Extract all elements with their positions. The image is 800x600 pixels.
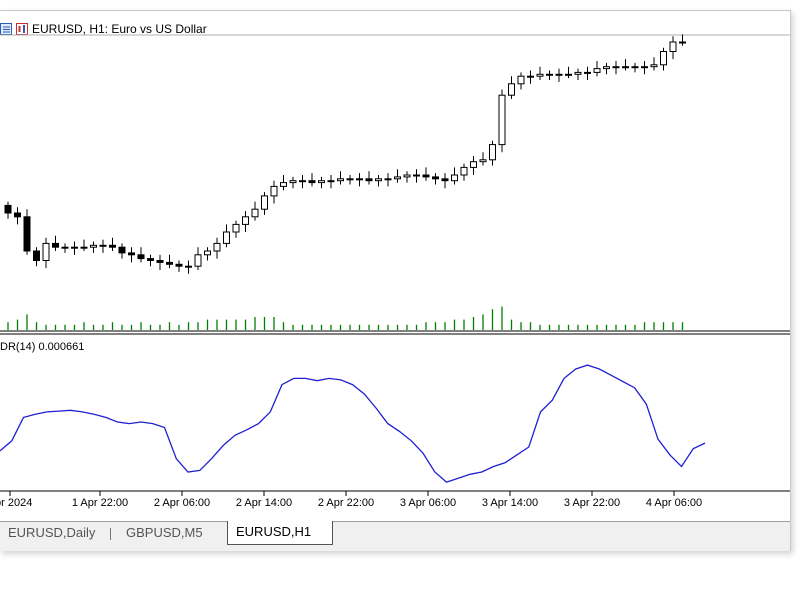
time-label: 3 Apr 22:00 xyxy=(563,497,621,509)
candle-body xyxy=(517,75,525,85)
candle-body xyxy=(460,166,468,176)
candle-body xyxy=(603,66,610,70)
candle-body xyxy=(61,246,69,249)
time-label: 3 Apr 14:00 xyxy=(481,497,539,509)
candle-body xyxy=(631,66,639,69)
candle-body xyxy=(394,176,401,180)
chart-title: EURUSD, H1: Euro vs US Dollar xyxy=(32,22,207,36)
time-label: Apr 2024 xyxy=(0,497,33,509)
tab-eurusd-h1[interactable]: EURUSD,H1 xyxy=(227,521,333,545)
candle-body xyxy=(14,212,21,218)
candle-body xyxy=(204,250,211,256)
tab-gbpusd-m5[interactable]: GBPUSD,M5 xyxy=(126,525,203,540)
candle-body xyxy=(612,66,620,69)
time-label: 3 Apr 06:00 xyxy=(399,497,457,509)
candle-body xyxy=(185,265,192,268)
candle-body xyxy=(223,231,230,244)
candle-body xyxy=(365,178,373,182)
candle-body xyxy=(356,178,363,181)
candle-body xyxy=(128,252,135,256)
candle-body xyxy=(194,254,202,267)
candle-body xyxy=(166,261,173,265)
candle-body xyxy=(80,246,88,249)
candle-body xyxy=(337,178,344,182)
time-label: 2 Apr 14:00 xyxy=(235,497,293,509)
candle-body xyxy=(413,174,420,177)
candle-body xyxy=(99,244,107,247)
candle-body xyxy=(109,244,116,248)
candle-body xyxy=(232,223,240,233)
candle-body xyxy=(33,250,40,261)
time-label: 2 Apr 06:00 xyxy=(153,497,211,509)
candle-body xyxy=(574,71,582,75)
candle-body xyxy=(251,208,259,218)
tab-eurusd-daily[interactable]: EURUSD,Daily xyxy=(8,525,96,540)
candle-body xyxy=(346,178,354,181)
candle-body xyxy=(593,68,601,73)
candle-body xyxy=(622,66,629,69)
candle-body xyxy=(327,180,335,183)
indicator-line xyxy=(0,364,706,483)
candle-body xyxy=(90,244,97,248)
candle-body xyxy=(508,83,515,96)
price-chart[interactable] xyxy=(0,11,790,521)
candle-body xyxy=(280,182,287,187)
candle-body xyxy=(137,254,145,260)
candle-body xyxy=(299,180,306,183)
chart-tab-bar: EURUSD,Daily GBPUSD,M5 EURUSD,H1 xyxy=(0,521,790,551)
candle-body xyxy=(660,51,667,66)
candle-body xyxy=(4,204,12,214)
candle-body xyxy=(489,144,496,161)
candle-body xyxy=(261,195,268,210)
candle-body xyxy=(308,180,316,184)
candle-body xyxy=(679,41,686,44)
candle-body xyxy=(432,176,439,180)
indicator-label: DR(14) 0.000661 xyxy=(0,341,85,353)
chart-window: EURUSD, H1: Euro vs US Dollar DR(14) 0.0… xyxy=(0,10,791,551)
candle-body xyxy=(147,258,154,262)
time-label: 2 Apr 22:00 xyxy=(317,497,375,509)
candle-body xyxy=(270,185,278,197)
candle-body xyxy=(213,242,221,252)
candle-body xyxy=(650,64,658,68)
candle-body xyxy=(42,242,50,261)
candle-body xyxy=(546,73,553,76)
candle-body xyxy=(118,246,126,254)
candle-body xyxy=(156,260,164,263)
candle-body xyxy=(375,178,382,182)
candle-body xyxy=(555,73,563,76)
data-window-icon[interactable] xyxy=(0,23,12,35)
candle-body xyxy=(498,94,506,146)
candle-body xyxy=(536,73,544,77)
candle-body xyxy=(52,242,59,248)
candle-body xyxy=(23,216,31,252)
candle-body xyxy=(422,174,430,178)
candle-body xyxy=(384,178,392,181)
time-label: 4 Apr 06:00 xyxy=(645,497,703,509)
candle-body xyxy=(441,178,449,182)
candle-body xyxy=(527,75,534,78)
candle-body xyxy=(479,159,487,163)
candle-body xyxy=(451,174,458,182)
candle-body xyxy=(584,71,591,74)
candle-body xyxy=(242,216,249,225)
candle-body xyxy=(470,161,477,168)
candle-body xyxy=(641,66,648,69)
candle-body xyxy=(175,263,183,267)
candle-body xyxy=(403,174,411,178)
candle-body xyxy=(565,73,572,76)
candle-body xyxy=(71,246,78,249)
tab-separator xyxy=(110,528,111,540)
chart-title-row: EURUSD, H1: Euro vs US Dollar xyxy=(0,21,207,37)
candle-body xyxy=(318,180,325,184)
candle-body xyxy=(669,41,677,52)
candle-body xyxy=(289,180,297,184)
time-label: 1 Apr 22:00 xyxy=(71,497,129,509)
